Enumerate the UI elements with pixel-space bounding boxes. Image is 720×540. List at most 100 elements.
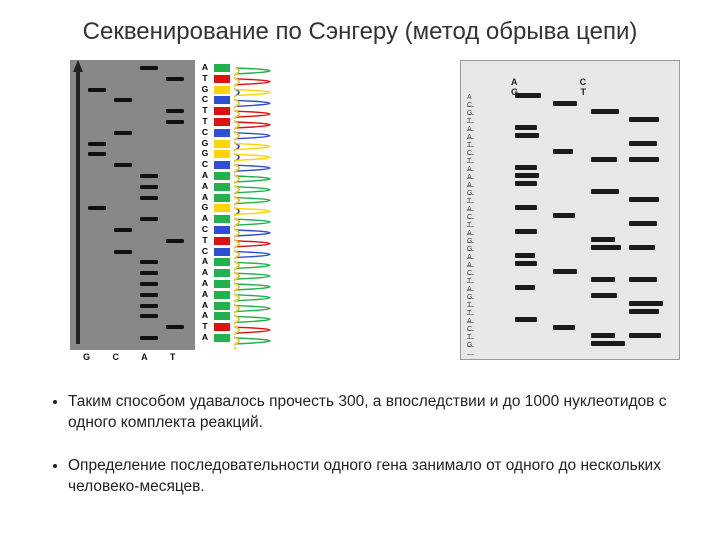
gel-band — [166, 109, 184, 113]
seq-letter: T — [199, 321, 211, 332]
seq-letter: T — [199, 105, 211, 116]
color-bar — [214, 129, 230, 137]
autoradiograph-band — [553, 213, 575, 218]
autoradiograph-band — [591, 341, 625, 346]
gel-band — [140, 304, 158, 308]
color-bar — [214, 312, 230, 320]
left-figure: G C A T ATGCTTCGGCAAAGACTCAAAAAATA — [40, 60, 340, 360]
color-bar — [214, 280, 230, 288]
autoradiograph-band — [629, 141, 657, 146]
autoradiograph-band — [629, 117, 659, 122]
arrow-shaft — [76, 70, 80, 344]
color-bar — [214, 194, 230, 202]
right-seq-letter: G — — [467, 341, 474, 359]
color-bar — [214, 150, 230, 158]
autoradiograph-band — [591, 245, 621, 250]
gel-band — [88, 152, 106, 156]
gel-band — [140, 282, 158, 286]
seq-letter: A — [199, 213, 211, 224]
autoradiograph-band — [629, 301, 663, 306]
gel-band — [140, 260, 158, 264]
color-bar — [214, 237, 230, 245]
seq-letter: A — [199, 192, 211, 203]
seq-letter: A — [199, 267, 211, 278]
color-bar — [214, 323, 230, 331]
autoradiograph-band — [629, 157, 659, 162]
gel-band — [140, 293, 158, 297]
autoradiograph-band — [591, 333, 615, 338]
autoradiograph-band — [515, 317, 537, 322]
seq-letter: G — [199, 202, 211, 213]
autoradiograph-band — [629, 333, 661, 338]
seq-letter: A — [199, 289, 211, 300]
color-bar — [214, 75, 230, 83]
gel-band — [88, 88, 106, 92]
seq-letter: A — [199, 300, 211, 311]
color-bar-column — [214, 64, 230, 345]
bullet-list: Таким способом удавалось прочесть 300, а… — [0, 370, 720, 498]
autoradiograph-band — [591, 237, 615, 242]
seq-letter: G — [199, 84, 211, 95]
color-bar — [214, 248, 230, 256]
gel-band — [140, 66, 158, 70]
color-bar — [214, 302, 230, 310]
autoradiograph-band — [515, 253, 535, 258]
color-bar — [214, 107, 230, 115]
chromatogram-icon — [234, 60, 329, 350]
seq-letter: T — [199, 235, 211, 246]
color-bar — [214, 118, 230, 126]
gel-band — [114, 131, 132, 135]
gel-band — [140, 314, 158, 318]
autoradiograph-band — [591, 277, 615, 282]
seq-letter: A — [199, 256, 211, 267]
autoradiograph-band — [515, 133, 539, 138]
page-title: Секвенирование по Сэнгеру (метод обрыва … — [0, 0, 720, 60]
seq-letter: A — [199, 170, 211, 181]
gel-band — [114, 250, 132, 254]
autoradiograph-band — [629, 245, 655, 250]
gel-band — [166, 325, 184, 329]
autoradiograph-band — [629, 197, 659, 202]
color-bar — [214, 226, 230, 234]
seq-letter: C — [199, 94, 211, 105]
sequence-column: ATGCTTCGGCAAAGACTCAAAAAATA — [199, 62, 211, 343]
seq-letter: A — [199, 310, 211, 321]
right-figure: A C G T A —C —G —T —A —A —T —C —T —A —A … — [460, 60, 680, 360]
autoradiograph-band — [515, 285, 535, 290]
autoradiograph-band — [515, 229, 537, 234]
autoradiograph-band — [515, 261, 537, 266]
autoradiograph-band — [515, 181, 537, 186]
gel-band — [140, 185, 158, 189]
gel-band — [140, 217, 158, 221]
autoradiograph-band — [591, 189, 619, 194]
gel-band — [114, 228, 132, 232]
color-bar — [214, 64, 230, 72]
autoradiograph-band — [515, 125, 537, 130]
autoradiograph-band — [515, 205, 537, 210]
autoradiograph-band — [553, 149, 573, 154]
seq-letter: G — [199, 148, 211, 159]
seq-letter: A — [199, 278, 211, 289]
gel-band — [140, 336, 158, 340]
gel-band — [140, 174, 158, 178]
color-bar — [214, 86, 230, 94]
autoradiograph-band — [591, 293, 617, 298]
lane-labels-left: G C A T — [83, 352, 185, 362]
seq-letter: A — [199, 332, 211, 343]
color-bar — [214, 96, 230, 104]
gel-band — [166, 120, 184, 124]
gel-panel — [70, 60, 195, 350]
gel-band — [114, 163, 132, 167]
autoradiograph-band — [591, 109, 619, 114]
autoradiograph-band — [629, 221, 657, 226]
seq-letter: C — [199, 246, 211, 257]
diagram-row: G C A T ATGCTTCGGCAAAGACTCAAAAAATA A C G… — [0, 60, 720, 370]
arrow-head-icon — [73, 60, 83, 72]
color-bar — [214, 140, 230, 148]
color-bar — [214, 334, 230, 342]
gel-band — [114, 98, 132, 102]
seq-letter: T — [199, 116, 211, 127]
autoradiograph-band — [553, 269, 577, 274]
color-bar — [214, 258, 230, 266]
autoradiograph-band — [591, 157, 617, 162]
